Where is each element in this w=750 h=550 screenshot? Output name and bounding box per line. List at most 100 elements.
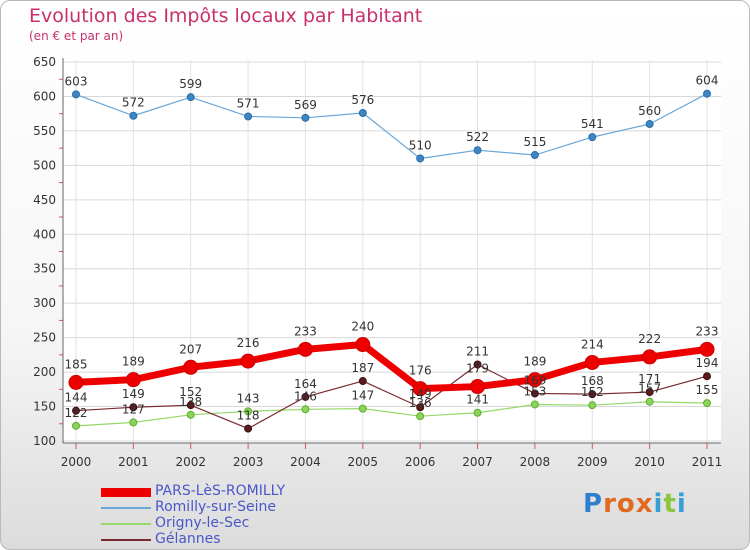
data-label: 599 <box>179 77 202 91</box>
data-label: 194 <box>696 356 719 370</box>
data-label: 171 <box>638 372 661 386</box>
data-label: 179 <box>466 362 489 376</box>
x-tick-label: 2000 <box>61 455 92 469</box>
legend-label: PARS-LèS-ROMILLY <box>155 483 286 499</box>
data-label: 118 <box>237 409 260 423</box>
legend-swatch <box>101 507 151 509</box>
series-line-0 <box>75 341 708 393</box>
legend-label: Romilly-sur-Seine <box>155 499 277 515</box>
x-tick-label: 2010 <box>634 455 665 469</box>
logo-letter: i <box>676 489 687 519</box>
data-point <box>186 93 195 102</box>
data-label: 144 <box>65 391 88 405</box>
data-label: 207 <box>179 342 202 356</box>
data-point <box>72 406 80 415</box>
legend-item: PARS-LèS-ROMILLY <box>101 483 421 500</box>
data-point <box>588 401 597 410</box>
data-point <box>125 372 141 388</box>
chart-title: Evolution des Impôts locaux par Habitant <box>29 5 423 27</box>
x-tick-label: 2002 <box>175 455 206 469</box>
data-label: 233 <box>696 324 719 338</box>
data-label: 216 <box>237 336 260 350</box>
y-tick-label: 500 <box>33 158 56 172</box>
series-line-3 <box>75 363 708 430</box>
data-point <box>703 399 711 408</box>
data-label: 153 <box>523 384 546 398</box>
data-point <box>358 108 367 117</box>
data-label: 169 <box>523 373 546 387</box>
data-point <box>186 410 195 419</box>
data-point <box>72 421 80 430</box>
data-point <box>470 379 486 395</box>
logo-letter: x <box>635 489 654 519</box>
data-point <box>240 353 256 369</box>
data-label: 176 <box>409 364 432 378</box>
data-point <box>301 113 310 122</box>
legend-label: Gélannes <box>155 531 221 547</box>
data-point <box>699 341 715 357</box>
legend-swatch <box>101 488 151 497</box>
data-point <box>412 381 428 397</box>
x-tick-label: 2007 <box>462 455 493 469</box>
y-tick-label: 150 <box>33 400 56 414</box>
y-tick-label: 550 <box>33 124 56 138</box>
y-tick-label: 300 <box>33 296 56 310</box>
data-label: 143 <box>237 391 260 405</box>
data-point <box>416 154 425 163</box>
data-label: 146 <box>294 389 317 403</box>
logo-letter: i <box>653 489 664 519</box>
data-label: 152 <box>179 385 202 399</box>
data-point <box>183 359 199 375</box>
data-label: 136 <box>409 396 432 410</box>
data-point <box>244 407 253 416</box>
x-tick-label: 2008 <box>520 455 551 469</box>
series-line-2 <box>75 401 708 427</box>
data-point <box>301 392 310 401</box>
logo-letter: r <box>603 489 617 519</box>
x-tick-label: 2003 <box>233 455 264 469</box>
data-point <box>703 89 711 98</box>
legend-swatch <box>101 523 151 525</box>
data-label: 571 <box>237 96 260 110</box>
y-tick-label: 250 <box>33 331 56 345</box>
legend-item: Romilly-sur-Seine <box>101 499 421 516</box>
data-label: 569 <box>294 98 317 112</box>
data-point <box>72 90 80 99</box>
data-label: 122 <box>65 406 88 420</box>
data-label: 147 <box>351 389 374 403</box>
x-tick-label: 2001 <box>118 455 149 469</box>
data-point <box>473 146 482 155</box>
data-point <box>129 403 138 412</box>
data-label: 189 <box>523 355 546 369</box>
data-label: 155 <box>696 383 719 397</box>
data-label: 214 <box>581 337 604 351</box>
x-tick-label: 2009 <box>577 455 608 469</box>
data-point <box>297 341 313 357</box>
x-tick-label: 2005 <box>348 455 379 469</box>
data-point <box>588 390 597 399</box>
data-point <box>703 372 711 381</box>
data-label: 603 <box>65 74 88 88</box>
data-label: 138 <box>179 395 202 409</box>
x-tick-label: 2011 <box>692 455 723 469</box>
legend-item: Gélannes <box>101 531 421 548</box>
y-tick-label: 100 <box>33 434 56 448</box>
y-tick-label: 200 <box>33 365 56 379</box>
y-tick-label: 350 <box>33 262 56 276</box>
data-label: 576 <box>351 93 374 107</box>
data-label: 572 <box>122 96 145 110</box>
data-label: 604 <box>696 74 719 88</box>
logo-letter: o <box>616 489 636 519</box>
data-point <box>642 349 658 365</box>
data-point <box>645 397 654 406</box>
data-point <box>358 404 367 413</box>
data-point <box>645 388 654 397</box>
logo-letter: t <box>663 489 677 519</box>
data-label: 168 <box>581 374 604 388</box>
y-tick-label: 600 <box>33 89 56 103</box>
data-point <box>473 360 482 369</box>
data-label: 157 <box>638 382 661 396</box>
data-label: 240 <box>351 320 374 334</box>
